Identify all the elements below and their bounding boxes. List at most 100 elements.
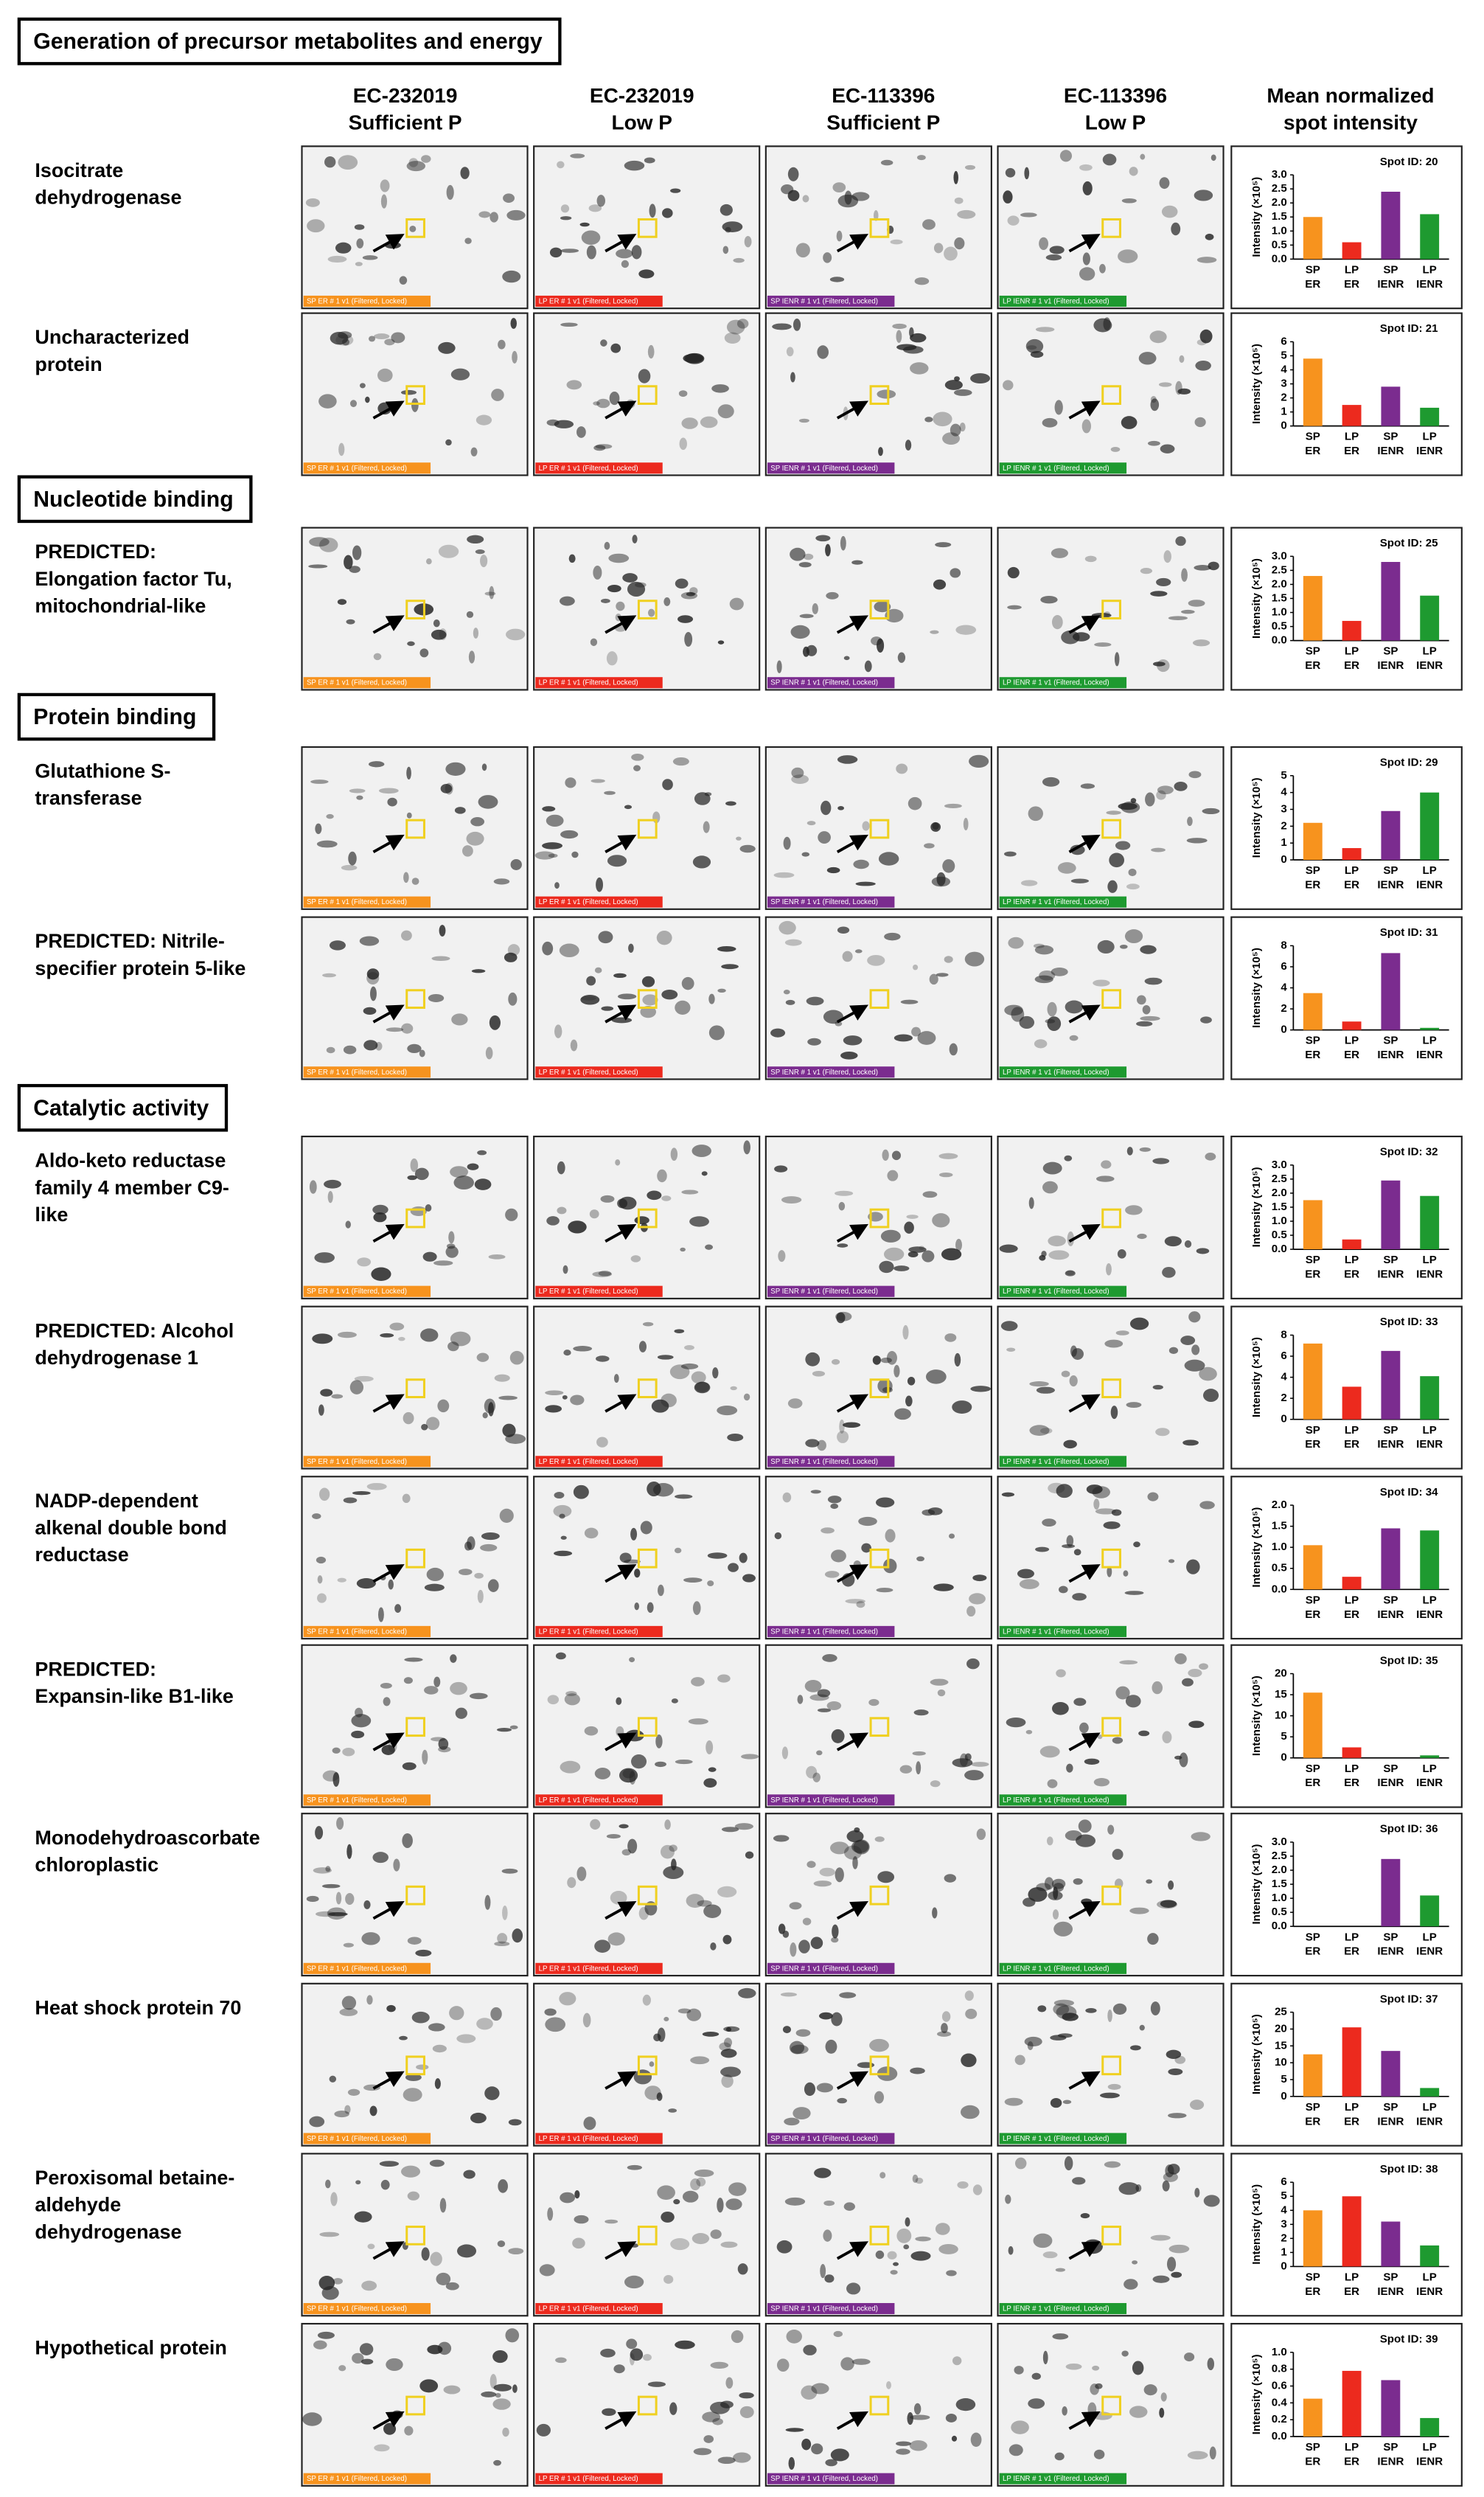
x-tick-label: ER <box>1305 1049 1320 1061</box>
gel-spot <box>503 193 515 204</box>
gel-spot <box>572 2237 585 2249</box>
gel-spot <box>482 1412 488 1419</box>
gel-spot <box>346 619 355 625</box>
gel-caption: SP ER # 1 v1 (Filtered, Locked) <box>307 1628 407 1636</box>
gel-spot <box>317 1575 323 1584</box>
x-tick-label: SP <box>1306 864 1320 877</box>
y-tick-label: 1 <box>1281 406 1286 418</box>
bar <box>1342 1747 1362 1758</box>
gel-spot <box>887 1170 899 1181</box>
gel-spot <box>445 762 466 776</box>
protein-name: specifier protein 5-like <box>35 957 245 979</box>
gel-spot <box>1034 945 1054 955</box>
gel-spot <box>803 2344 817 2355</box>
gel-spot <box>1086 1484 1103 1494</box>
arrow <box>1068 1900 1101 1920</box>
gel-spot <box>851 2358 871 2365</box>
gel-spot <box>908 796 922 810</box>
gel-spot <box>944 246 958 261</box>
gel-spot <box>403 1677 413 1684</box>
x-tick-label: IENR <box>1377 879 1404 892</box>
gel-caption: SP IENR # 1 v1 (Filtered, Locked) <box>770 465 878 473</box>
gel-spot <box>725 801 736 806</box>
gel-spot <box>1186 1559 1200 1574</box>
x-tick-label: ER <box>1305 1777 1320 1789</box>
gel-spot <box>930 630 939 634</box>
gel-spot <box>1024 167 1030 180</box>
gel-spot <box>1020 880 1038 886</box>
gel-spot <box>421 1423 428 1431</box>
gel-image <box>533 916 761 1080</box>
gel-spot <box>361 1932 380 1945</box>
gel-spot <box>480 555 488 568</box>
gel-spot <box>837 1243 849 1248</box>
y-tick-label: 1 <box>1281 836 1286 849</box>
gel-spot <box>619 1768 638 1783</box>
bar <box>1420 1195 1440 1250</box>
y-tick-label: 4 <box>1281 363 1287 375</box>
spot-highlight <box>637 1717 658 1737</box>
gel-caption-box <box>999 2133 1127 2144</box>
gel-spot <box>810 1937 823 1949</box>
gel-caption-box <box>999 677 1127 689</box>
x-tick-label: IENR <box>1416 1049 1443 1061</box>
gel-spot <box>460 167 470 179</box>
x-tick-label: IENR <box>1416 1945 1443 1958</box>
gel-spot <box>593 445 606 451</box>
gel-spot <box>937 1689 946 1697</box>
gel-spot <box>960 2105 980 2119</box>
gel-spot <box>445 1246 459 1258</box>
gel-spot <box>857 2062 875 2069</box>
gel-spot <box>917 1031 936 1045</box>
gel-spot <box>1034 1039 1048 1049</box>
gel-spot <box>616 1726 624 1737</box>
gel-spot <box>467 1536 475 1550</box>
x-tick-label: ER <box>1305 1268 1320 1281</box>
gel-spot <box>886 1351 897 1365</box>
gel-spot <box>1070 878 1090 883</box>
gel-spot <box>837 926 850 934</box>
gel-spot <box>790 625 810 639</box>
gel-image <box>533 1305 761 1470</box>
gel-spot <box>1048 1235 1066 1247</box>
gel-spot <box>1070 1345 1077 1357</box>
gel-spot <box>948 1533 955 1539</box>
bar <box>1303 358 1323 426</box>
gel-spot <box>843 656 850 661</box>
gel-spot <box>1156 790 1166 800</box>
gel-spot <box>792 2107 811 2120</box>
gel-image <box>301 1305 529 1470</box>
section-title: Nucleotide binding <box>33 487 233 512</box>
gel-spot <box>594 1768 611 1779</box>
gel-caption-box <box>999 1962 1127 1974</box>
gel-spot <box>389 1322 405 1331</box>
gel-spot <box>726 319 745 335</box>
gel-spot <box>804 1679 822 1692</box>
gel-spot <box>319 2232 340 2237</box>
spot-highlight <box>1101 2226 1121 2246</box>
gel-spot <box>876 1588 893 1593</box>
gel-spot <box>343 1045 357 1055</box>
gel-spot <box>317 2331 335 2339</box>
gel-caption-box <box>303 295 431 308</box>
x-tick-label: SP <box>1383 2271 1398 2284</box>
gel-spot <box>957 2181 969 2189</box>
gel-spot <box>1053 1921 1073 1937</box>
gel-spot <box>1095 2383 1103 2389</box>
gel-spot <box>1123 1570 1129 1577</box>
gel-spot <box>1192 639 1210 647</box>
column-header: Sufficient P <box>826 111 940 134</box>
gel-spot <box>1184 1240 1192 1248</box>
gel-spot <box>789 1902 802 1910</box>
gel-spot <box>708 993 715 1004</box>
gel-spot <box>1202 808 1220 815</box>
gel-spot <box>905 440 912 451</box>
gel-spot <box>475 414 492 426</box>
gel-spot <box>1080 2213 1090 2219</box>
gel-spot <box>1168 1559 1175 1563</box>
gel-spot <box>1039 970 1056 981</box>
gel-spot <box>419 648 429 658</box>
gel-spot <box>697 1900 712 1907</box>
gel-spot <box>807 1861 816 1869</box>
arrow <box>372 400 405 420</box>
